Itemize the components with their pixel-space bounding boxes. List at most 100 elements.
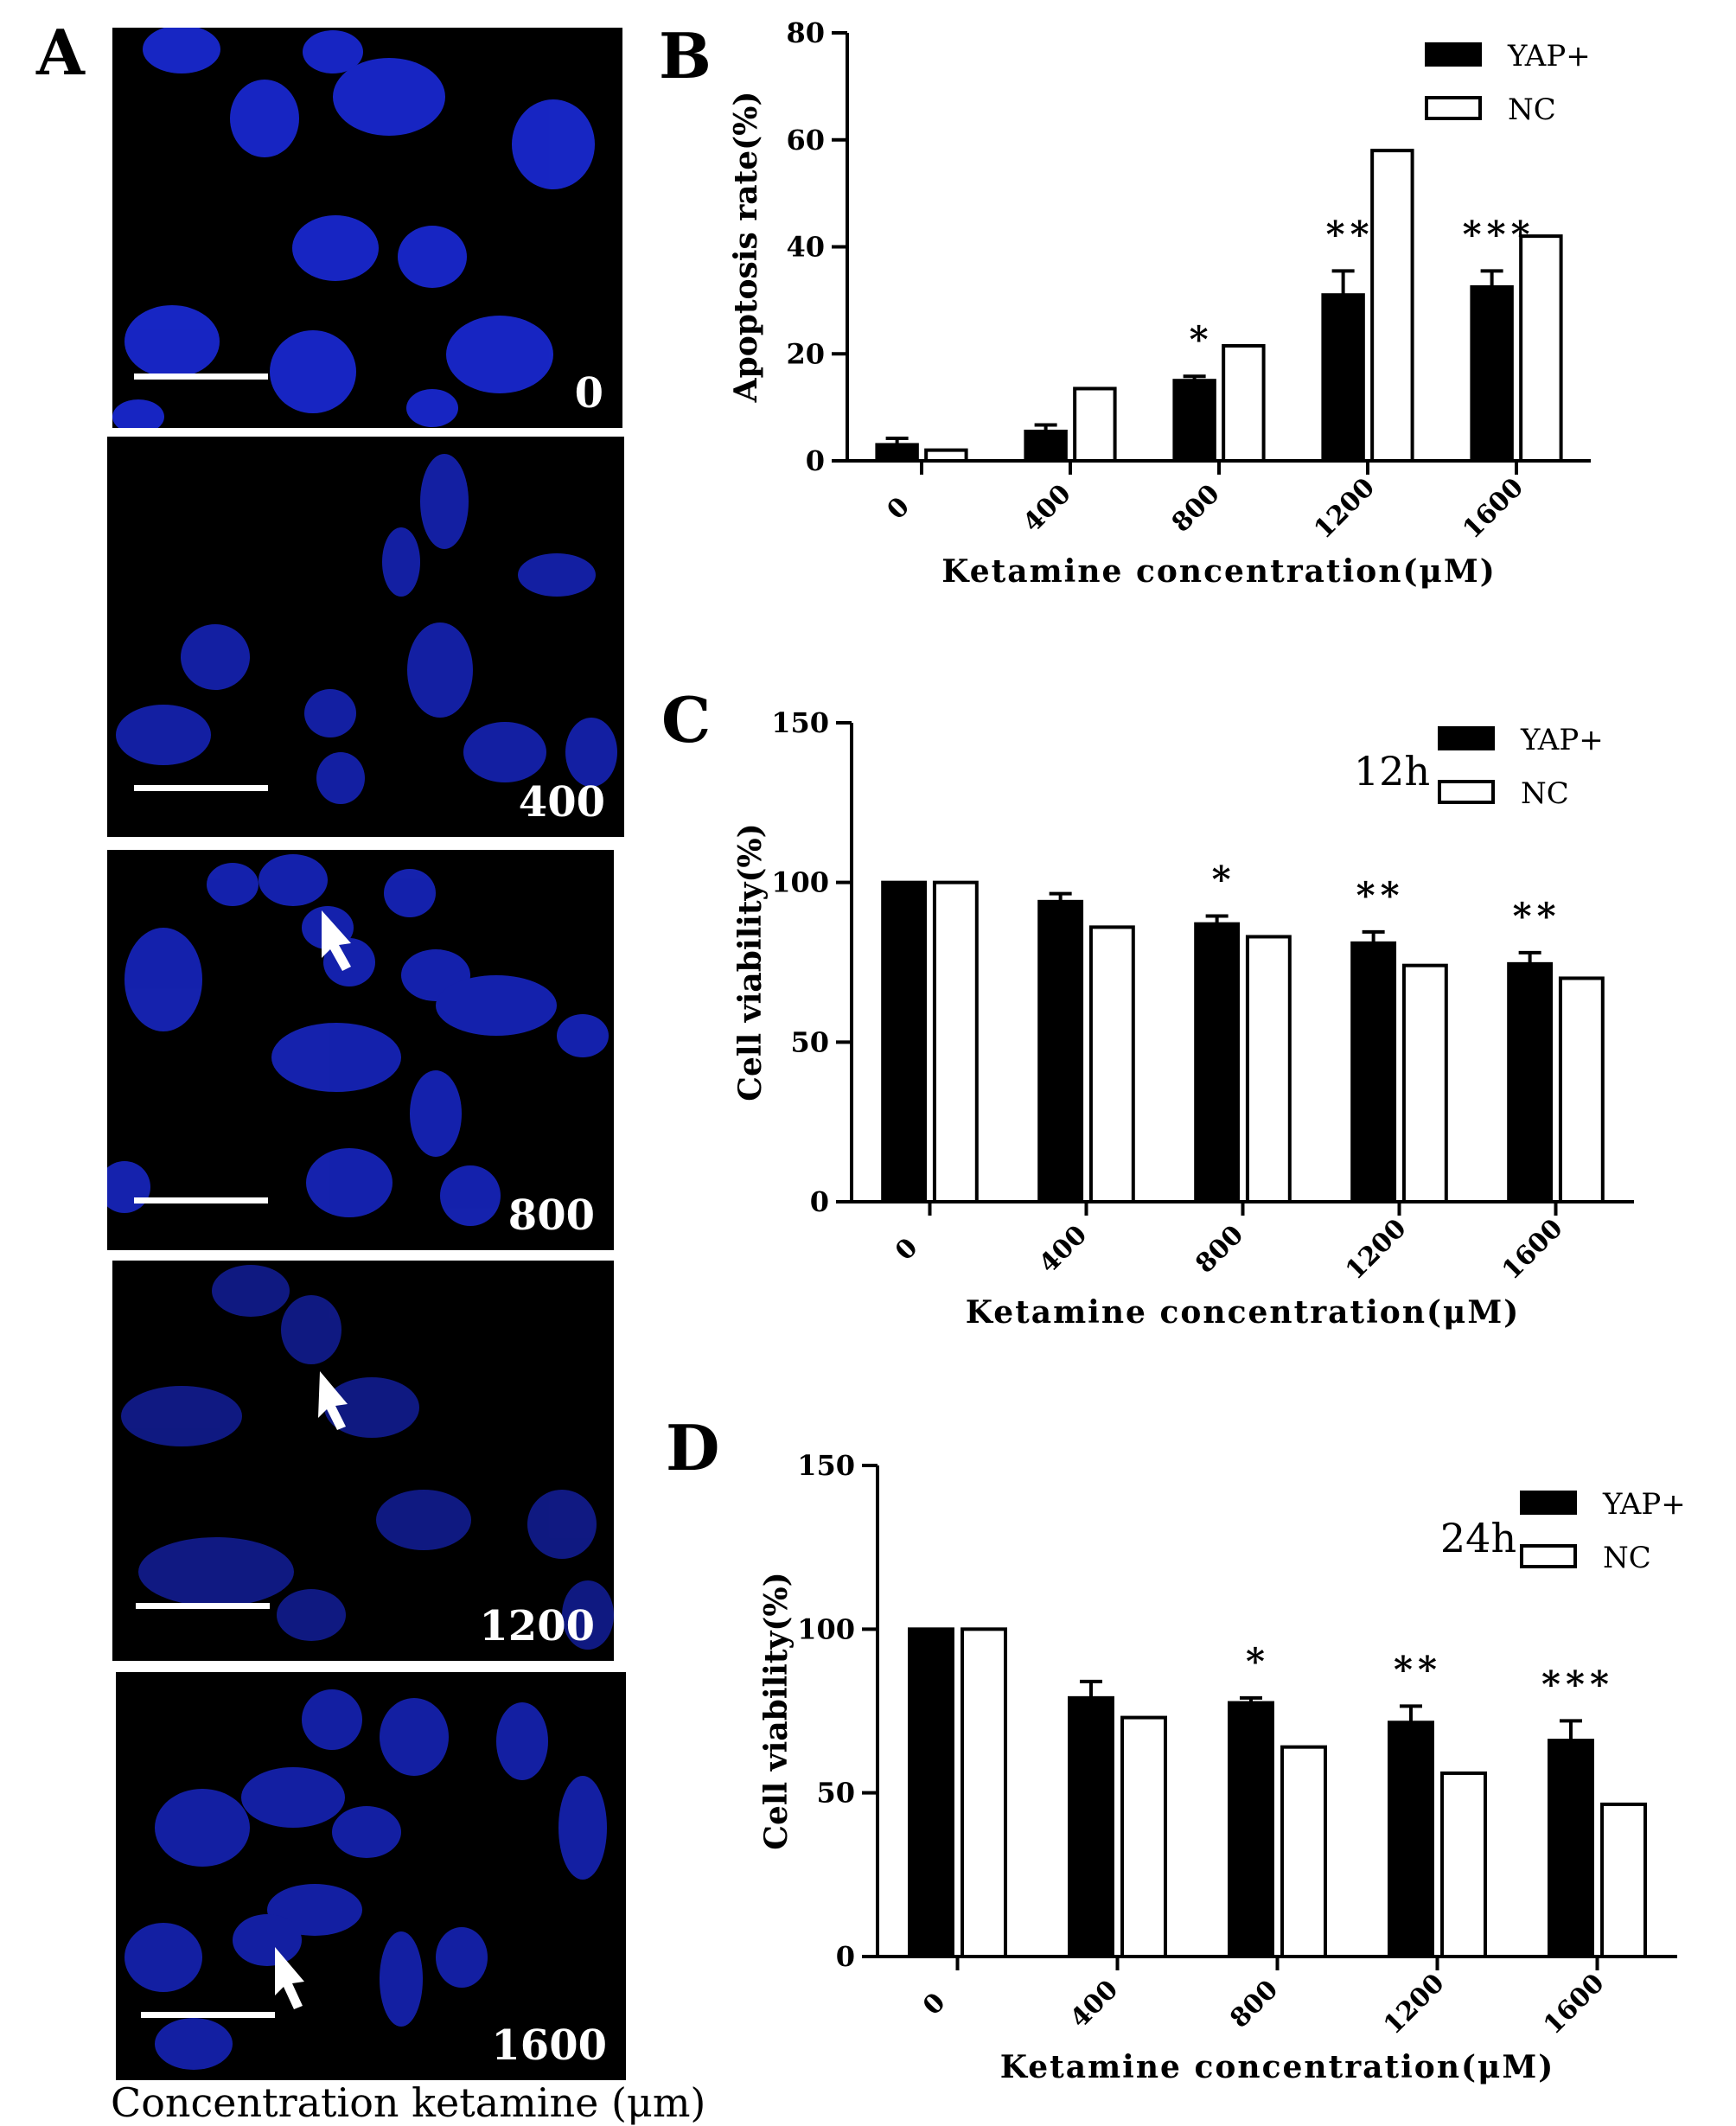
legend-label: YAP+ bbox=[1602, 1487, 1686, 1522]
micrograph-caption: Concentration ketamine (μm) bbox=[111, 2079, 706, 2126]
legend-swatch-nc bbox=[1520, 1544, 1577, 1568]
significance-marker: ** bbox=[1356, 874, 1405, 916]
significance-marker: * bbox=[1246, 1640, 1270, 1682]
y-tick-label: 0 bbox=[810, 1185, 829, 1218]
legend-label: NC bbox=[1508, 93, 1556, 127]
significance-marker: * bbox=[1190, 318, 1214, 361]
bar-yap-plus bbox=[1321, 293, 1365, 463]
x-axis-label: Ketamine concentration(μM) bbox=[941, 553, 1497, 590]
x-tick-label: 1600 bbox=[1538, 1968, 1611, 2040]
y-tick-label: 60 bbox=[786, 124, 825, 156]
bar-nc bbox=[1280, 1745, 1328, 1958]
y-tick-label: 150 bbox=[771, 706, 829, 739]
significance-marker: *** bbox=[1463, 213, 1535, 255]
y-tick-label: 100 bbox=[771, 866, 829, 899]
y-tick-label: 100 bbox=[797, 1612, 855, 1645]
nuclei-image bbox=[124, 1689, 607, 2070]
bar-nc bbox=[1073, 386, 1117, 463]
scale-bar bbox=[134, 1197, 268, 1203]
nuclei-image bbox=[116, 454, 617, 804]
arrow-icon bbox=[322, 910, 351, 971]
legend-swatch-yap-plus bbox=[1520, 1491, 1577, 1515]
bar-nc bbox=[1370, 149, 1414, 463]
y-tick-label: 50 bbox=[816, 1777, 855, 1810]
bar-yap-plus bbox=[1037, 899, 1084, 1203]
scale-bar bbox=[141, 2012, 275, 2018]
scale-bar bbox=[136, 1603, 270, 1609]
bar-nc bbox=[1401, 963, 1448, 1204]
bar-yap-plus bbox=[1194, 922, 1241, 1204]
y-tick-label: 20 bbox=[786, 337, 825, 370]
concentration-label: 800 bbox=[507, 1191, 595, 1240]
micrograph-1200: 1200 bbox=[112, 1261, 614, 1661]
arrow-icon bbox=[318, 1371, 348, 1430]
concentration-label: 1200 bbox=[479, 1602, 595, 1650]
y-axis-label: Cell viability(%) bbox=[732, 823, 769, 1101]
bar-yap-plus bbox=[881, 880, 928, 1204]
bar-nc bbox=[961, 1627, 1008, 1959]
micrograph-400: 400 bbox=[107, 437, 624, 837]
panel-d-letter: D bbox=[666, 1411, 720, 1484]
concentration-label: 0 bbox=[574, 369, 603, 418]
bar-nc bbox=[1245, 935, 1292, 1204]
y-tick-label: 80 bbox=[786, 16, 825, 49]
y-tick-label: 0 bbox=[836, 1940, 855, 1973]
bar-yap-plus bbox=[1548, 1739, 1594, 1958]
legend-swatch-nc bbox=[1438, 780, 1495, 804]
y-tick-label: 50 bbox=[790, 1025, 829, 1058]
significance-marker: * bbox=[1212, 858, 1236, 900]
bar-yap-plus bbox=[1388, 1721, 1434, 1958]
y-tick-label: 150 bbox=[797, 1449, 855, 1482]
nuclei-image bbox=[112, 28, 595, 428]
legend-swatch-nc bbox=[1425, 96, 1482, 120]
y-axis-label: Apoptosis rate(%) bbox=[728, 92, 764, 404]
significance-marker: *** bbox=[1541, 1663, 1614, 1705]
bar-yap-plus bbox=[1470, 284, 1514, 463]
legend-label: NC bbox=[1603, 1541, 1651, 1575]
bar-yap-plus bbox=[1228, 1701, 1274, 1958]
y-tick-label: 40 bbox=[786, 231, 825, 264]
legend-swatch-yap-plus bbox=[1438, 726, 1495, 750]
timepoint-label: 24h bbox=[1440, 1515, 1516, 1561]
legend-label: YAP+ bbox=[1507, 39, 1591, 73]
x-tick-label: 0 bbox=[917, 1988, 952, 2022]
bar-nc bbox=[1600, 1802, 1648, 1958]
bar-nc bbox=[932, 880, 979, 1204]
panel-b-letter: B bbox=[659, 19, 712, 93]
scale-bar bbox=[134, 373, 268, 380]
arrow-icon bbox=[275, 1947, 304, 2009]
bar-nc bbox=[924, 448, 968, 463]
nuclei-image bbox=[121, 1265, 614, 1650]
micrograph-0: 0 bbox=[112, 28, 622, 428]
bar-nc bbox=[1519, 234, 1563, 463]
bar-nc bbox=[1440, 1771, 1488, 1959]
bar-nc bbox=[1088, 925, 1135, 1203]
micrograph-800: 800 bbox=[107, 850, 614, 1250]
timepoint-label: 12h bbox=[1354, 748, 1430, 795]
x-axis-label: Ketamine concentration(μM) bbox=[966, 1294, 1521, 1331]
legend-label: NC bbox=[1521, 776, 1569, 811]
scale-bar bbox=[134, 785, 268, 791]
bar-yap-plus bbox=[1350, 941, 1397, 1203]
concentration-label: 400 bbox=[518, 778, 605, 827]
significance-marker: ** bbox=[1394, 1648, 1442, 1690]
x-tick-label: 800 bbox=[1224, 1975, 1284, 2034]
significance-marker: ** bbox=[1513, 895, 1561, 937]
y-axis-label: Cell viability(%) bbox=[758, 1572, 795, 1849]
panel-a-letter: A bbox=[36, 16, 85, 89]
panel-c-letter: C bbox=[661, 683, 712, 757]
x-tick-label: 1200 bbox=[1378, 1968, 1451, 2040]
significance-marker: ** bbox=[1326, 213, 1375, 255]
bar-nc bbox=[1558, 976, 1605, 1203]
bar-nc bbox=[1120, 1715, 1168, 1959]
x-axis-label: Ketamine concentration(μM) bbox=[1000, 2049, 1555, 2085]
legend-label: YAP+ bbox=[1520, 723, 1604, 757]
x-tick-label: 400 bbox=[1064, 1975, 1124, 2034]
concentration-label: 1600 bbox=[491, 2021, 607, 2070]
legend-swatch-yap-plus bbox=[1425, 42, 1482, 67]
micrograph-1600: 1600 bbox=[116, 1672, 626, 2080]
bar-yap-plus bbox=[1068, 1695, 1114, 1959]
